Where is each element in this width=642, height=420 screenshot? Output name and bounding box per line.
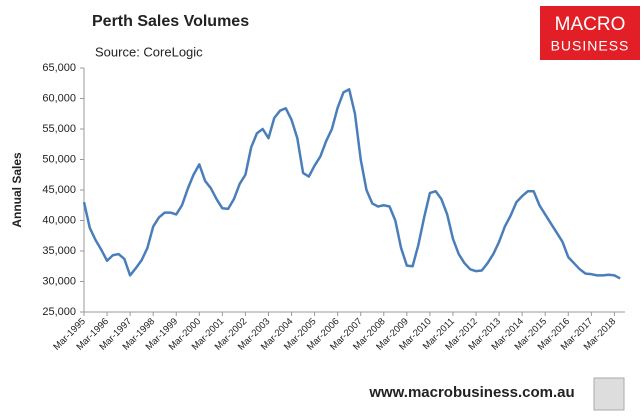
chart-title: Perth Sales Volumes xyxy=(92,13,249,30)
y-tick-label: 25,000 xyxy=(42,306,76,318)
footer-url: www.macrobusiness.com.au xyxy=(368,384,574,401)
y-tick-label: 35,000 xyxy=(42,245,76,257)
data-line xyxy=(82,88,621,280)
y-tick-label: 40,000 xyxy=(42,214,76,226)
y-tick-label: 50,000 xyxy=(42,153,76,165)
y-tick-label: 30,000 xyxy=(42,275,76,287)
y-tick-label: 45,000 xyxy=(42,184,76,196)
wolf-icon xyxy=(593,377,625,411)
logo-box xyxy=(540,6,640,60)
y-tick-label: 65,000 xyxy=(42,62,76,74)
logo-text: MACRO xyxy=(555,14,626,35)
logo-text: BUSINESS xyxy=(551,38,630,54)
y-axis-label: Annual Sales xyxy=(10,152,24,228)
y-tick-label: 55,000 xyxy=(42,123,76,135)
chart-subtitle: Source: CoreLogic xyxy=(95,44,203,59)
y-tick-label: 60,000 xyxy=(42,92,76,104)
